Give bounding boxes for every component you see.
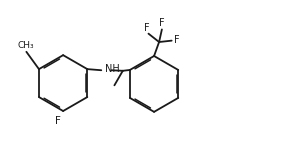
- Text: F: F: [174, 35, 180, 45]
- Text: F: F: [144, 22, 149, 33]
- Text: CH₃: CH₃: [17, 41, 34, 50]
- Text: NH: NH: [105, 64, 120, 74]
- Text: F: F: [159, 18, 165, 28]
- Text: F: F: [55, 116, 61, 126]
